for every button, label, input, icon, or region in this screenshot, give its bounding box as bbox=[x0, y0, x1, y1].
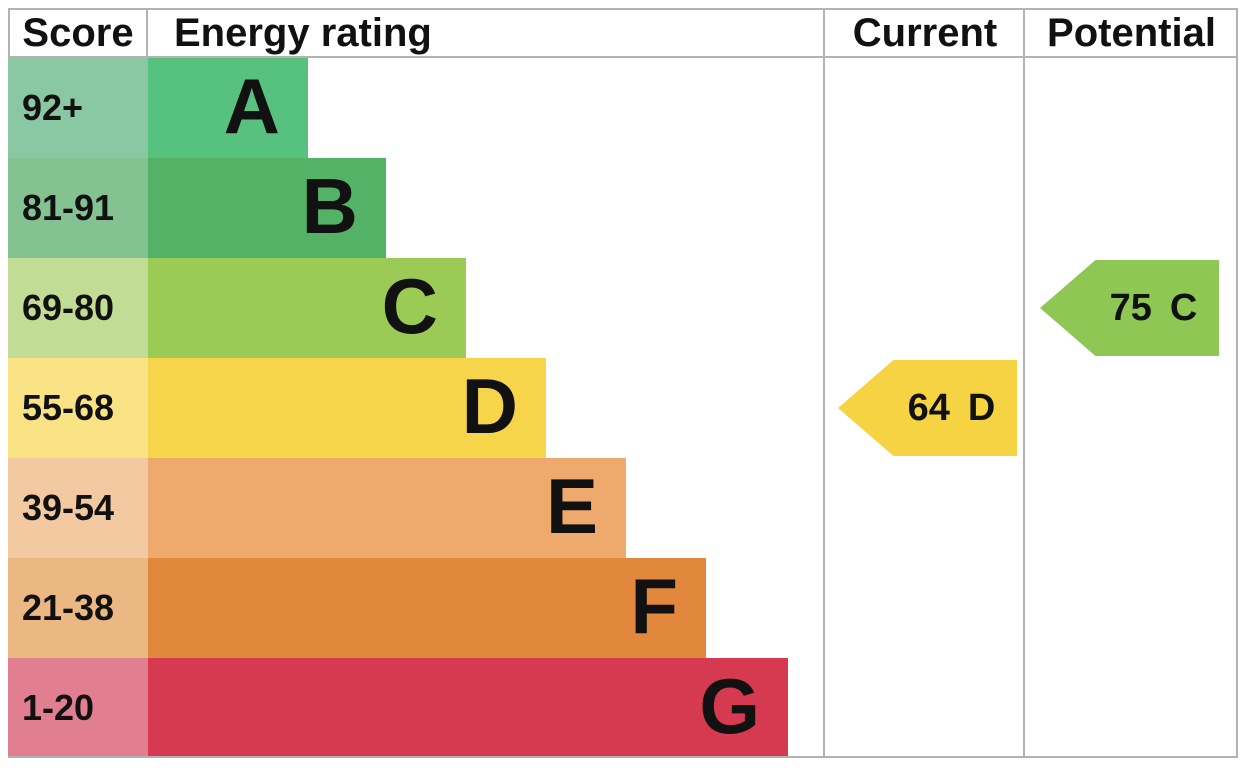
band-score-label: 21-38 bbox=[22, 587, 115, 628]
band-bar: G bbox=[148, 658, 788, 758]
band-letter: A bbox=[223, 62, 280, 150]
band-score-cell: 39-54 bbox=[8, 458, 148, 558]
band-row: 1-20 G bbox=[8, 658, 1238, 758]
header-score: Score bbox=[22, 11, 134, 55]
header-current: Current bbox=[852, 11, 998, 55]
grid-line-score-divider bbox=[146, 8, 148, 58]
band-letter: E bbox=[545, 462, 598, 550]
band-bar: F bbox=[148, 558, 706, 658]
band-letter: C bbox=[381, 262, 438, 350]
band-row: 21-38 F bbox=[8, 558, 1238, 658]
band-score-label: 69-80 bbox=[22, 287, 115, 328]
band-bar: A bbox=[148, 58, 308, 158]
band-bar: B bbox=[148, 158, 386, 258]
grid-line-header-bottom bbox=[8, 56, 1238, 58]
band-score-cell: 21-38 bbox=[8, 558, 148, 658]
band-letter: F bbox=[630, 562, 678, 650]
grid-line-top bbox=[8, 8, 1238, 10]
current-rating-band: D bbox=[967, 387, 996, 429]
grid-line-current-divider bbox=[823, 8, 825, 758]
potential-rating-value: 75 bbox=[1109, 287, 1152, 329]
grid-line-right bbox=[1236, 8, 1238, 758]
header-potential: Potential bbox=[1047, 11, 1216, 55]
grid-line-header-left bbox=[8, 8, 10, 58]
band-score-label: 1-20 bbox=[22, 687, 95, 728]
band-score-label: 55-68 bbox=[22, 387, 115, 428]
band-letter: B bbox=[301, 162, 358, 250]
potential-rating-band: C bbox=[1169, 287, 1198, 329]
band-score-cell: 81-91 bbox=[8, 158, 148, 258]
header-energy-rating: Energy rating bbox=[174, 11, 432, 55]
band-bar: C bbox=[148, 258, 466, 358]
band-rows: 92+ A 81-91 B 69-80 C 55-68 bbox=[8, 58, 1238, 758]
band-bar: D bbox=[148, 358, 546, 458]
band-row: 69-80 C bbox=[8, 258, 1238, 358]
band-row: 81-91 B bbox=[8, 158, 1238, 258]
band-row: 39-54 E bbox=[8, 458, 1238, 558]
band-score-cell: 92+ bbox=[8, 58, 148, 158]
band-row: 92+ A bbox=[8, 58, 1238, 158]
band-letter: D bbox=[461, 362, 518, 450]
current-rating-value: 64 bbox=[907, 387, 950, 429]
band-score-label: 81-91 bbox=[22, 187, 115, 228]
band-score-cell: 69-80 bbox=[8, 258, 148, 358]
band-bar: E bbox=[148, 458, 626, 558]
band-score-label: 92+ bbox=[22, 87, 84, 128]
grid-line-potential-divider bbox=[1023, 8, 1025, 758]
band-score-cell: 1-20 bbox=[8, 658, 148, 758]
band-letter: G bbox=[699, 662, 760, 750]
band-score-cell: 55-68 bbox=[8, 358, 148, 458]
grid-line-bottom bbox=[8, 756, 1238, 758]
band-score-label: 39-54 bbox=[22, 487, 115, 528]
band-row: 55-68 D bbox=[8, 358, 1238, 458]
